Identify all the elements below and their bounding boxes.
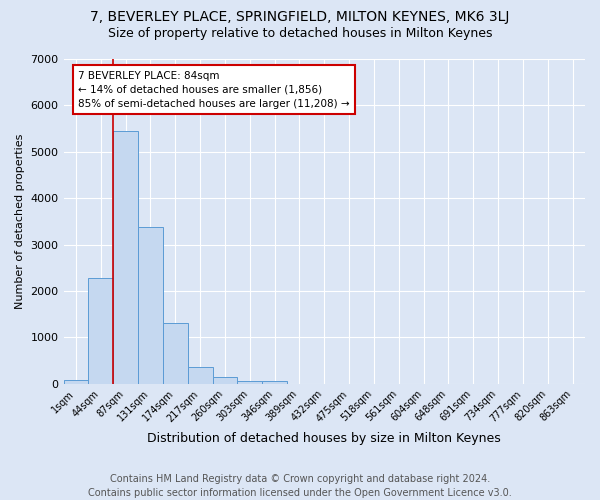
Bar: [188, 367, 212, 384]
Bar: [212, 376, 238, 384]
Bar: [262, 382, 287, 384]
Bar: [138, 227, 163, 384]
Bar: [64, 380, 88, 384]
Text: Contains HM Land Registry data © Crown copyright and database right 2024.
Contai: Contains HM Land Registry data © Crown c…: [88, 474, 512, 498]
X-axis label: Distribution of detached houses by size in Milton Keynes: Distribution of detached houses by size …: [148, 432, 501, 445]
Bar: [163, 324, 188, 384]
Text: 7, BEVERLEY PLACE, SPRINGFIELD, MILTON KEYNES, MK6 3LJ: 7, BEVERLEY PLACE, SPRINGFIELD, MILTON K…: [91, 10, 509, 24]
Bar: [113, 131, 138, 384]
Text: Size of property relative to detached houses in Milton Keynes: Size of property relative to detached ho…: [108, 28, 492, 40]
Text: 7 BEVERLEY PLACE: 84sqm
← 14% of detached houses are smaller (1,856)
85% of semi: 7 BEVERLEY PLACE: 84sqm ← 14% of detache…: [78, 70, 350, 108]
Bar: [238, 381, 262, 384]
Bar: [88, 278, 113, 384]
Y-axis label: Number of detached properties: Number of detached properties: [15, 134, 25, 309]
